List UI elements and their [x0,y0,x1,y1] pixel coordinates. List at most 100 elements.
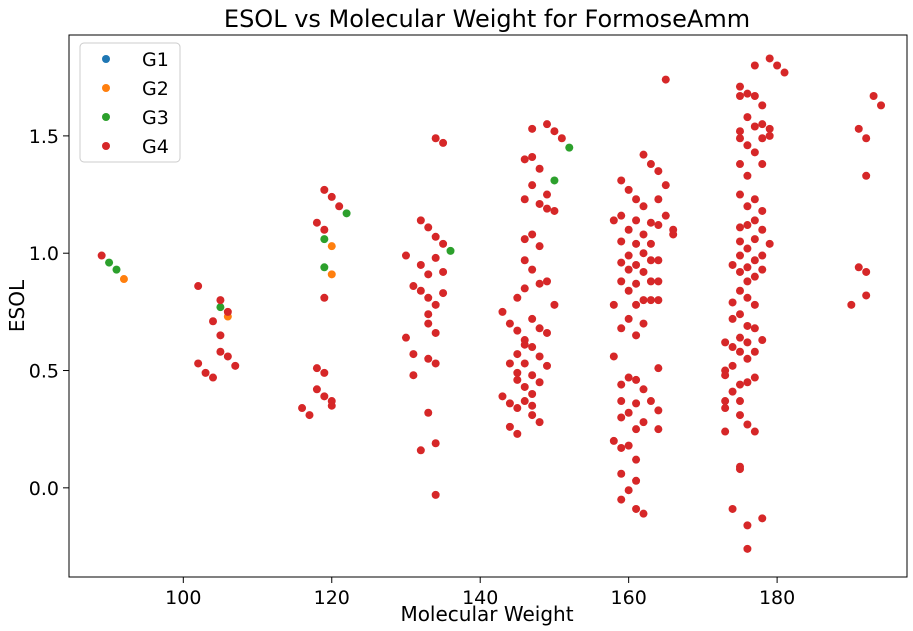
point-g4-243 [758,206,767,215]
point-g4-115 [617,324,626,333]
point-g4-168 [654,364,663,373]
point-g4-221 [743,378,752,387]
point-g4-119 [617,443,626,452]
point-g4-154 [639,509,648,518]
point-g4-68 [520,155,529,164]
point-g4-109 [609,436,618,445]
point-g4-260 [862,267,871,276]
point-g4-188 [728,504,737,513]
point-g4-112 [617,237,626,246]
x-tick-label-0: 100 [165,587,201,609]
point-g4-25 [335,202,344,211]
point-g4-26 [401,251,410,260]
point-g4-9 [223,352,232,361]
point-g4-41 [424,354,433,363]
point-g4-69 [520,235,529,244]
point-g4-187 [728,387,737,396]
point-g4-143 [632,476,641,485]
point-g4-132 [632,195,641,204]
point-g4-204 [735,397,744,406]
point-g4-117 [617,397,626,406]
point-g4-194 [735,190,744,199]
point-g4-182 [728,260,737,269]
point-g4-33 [416,286,425,295]
point-g4-259 [862,171,871,180]
point-g4-114 [617,277,626,286]
point-g4-159 [646,277,655,286]
legend-label-g3: G3 [142,107,169,129]
point-g4-56 [505,319,514,328]
point-g4-121 [617,495,626,504]
point-g4-27 [401,333,410,342]
point-g4-30 [409,371,418,380]
point-g4-16 [312,385,321,394]
point-g4-63 [513,368,522,377]
point-g4-225 [750,61,759,70]
point-g4-165 [654,256,663,265]
point-g4-64 [513,375,522,384]
legend-marker-g4 [102,142,110,150]
point-g4-127 [624,314,633,323]
x-tick-label-2: 140 [462,587,498,609]
point-g4-249 [765,54,774,63]
point-g4-100 [543,328,552,337]
point-g4-75 [520,382,529,391]
point-g4-201 [735,333,744,342]
point-g4-98 [543,204,552,213]
point-g4-220 [743,354,752,363]
point-g4-248 [758,514,767,523]
point-g4-218 [743,321,752,330]
point-g4-22 [327,192,336,201]
point-g4-34 [416,446,425,455]
point-g4-19 [320,293,329,302]
point-g4-78 [528,153,537,162]
point-g4-45 [431,328,440,337]
point-g4-176 [721,338,730,347]
point-g4-18 [320,225,329,234]
point-g4-133 [632,216,641,225]
point-g4-10 [223,307,232,316]
legend-marker-g1 [102,55,110,63]
point-g4-73 [520,340,529,349]
point-g4-146 [639,202,648,211]
point-g4-183 [728,298,737,307]
point-g4-55 [498,392,507,401]
point-g4-193 [735,160,744,169]
point-g4-88 [535,164,544,173]
point-g4-173 [661,75,670,84]
point-g3-2 [216,303,225,312]
point-g4-239 [758,101,767,110]
point-g4-4 [209,373,217,382]
point-g4-54 [498,307,507,316]
point-g4-57 [505,359,514,368]
point-g4-137 [632,300,641,309]
point-g4-59 [505,422,514,431]
point-g4-6 [216,296,225,305]
point-g4-84 [528,371,537,380]
point-g4-171 [661,181,670,190]
point-g4-131 [624,486,633,495]
point-g4-195 [735,223,744,232]
point-g4-61 [513,326,522,335]
point-g4-199 [735,286,744,295]
point-g4-53 [439,138,448,147]
point-g4-107 [609,300,618,309]
point-g4-252 [765,239,774,248]
point-g4-238 [750,427,759,436]
point-g3-1 [112,265,121,274]
point-g4-257 [854,263,863,272]
point-g4-66 [513,429,522,438]
point-g3-8 [565,143,574,152]
point-g4-14 [312,218,321,227]
point-g4-140 [632,399,641,408]
point-g4-253 [773,61,782,70]
point-g4-124 [624,251,633,260]
point-g4-219 [743,338,752,347]
point-g4-178 [721,371,730,380]
point-g4-116 [617,380,626,389]
point-g4-189 [735,82,744,91]
point-g4-153 [639,418,648,427]
point-g4-254 [780,68,789,77]
point-g4-163 [654,195,663,204]
